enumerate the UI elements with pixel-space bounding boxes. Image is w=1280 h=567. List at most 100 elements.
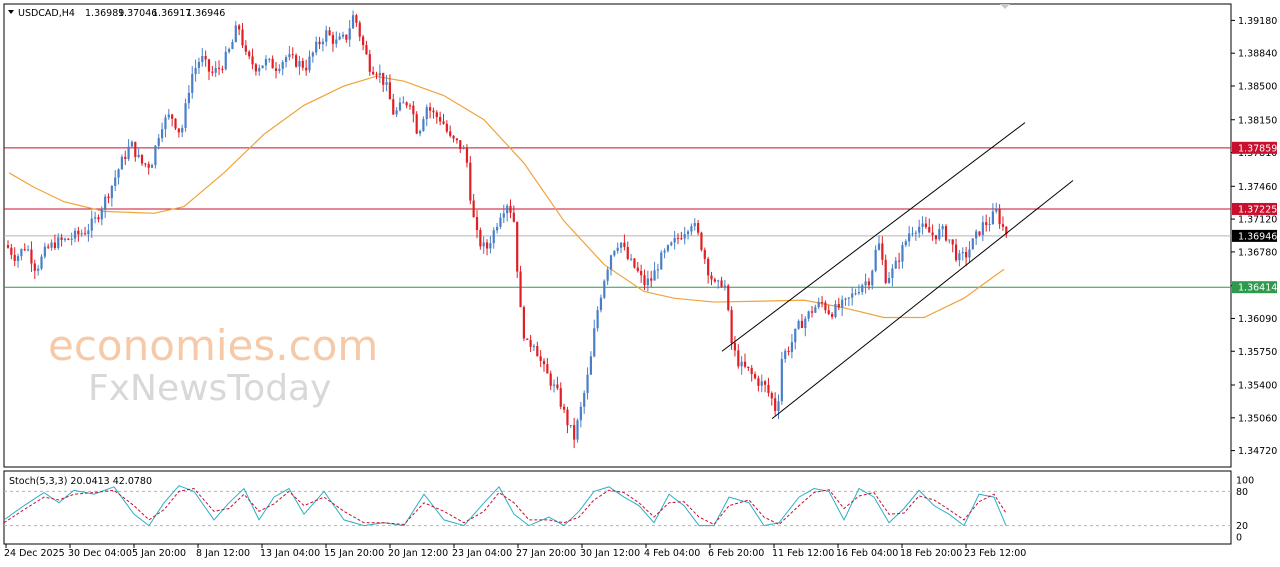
scroll-marker-icon: [1000, 4, 1010, 9]
bearish-candle-body: [774, 398, 777, 411]
bullish-candle-body: [90, 218, 93, 231]
bullish-candle-body: [988, 224, 991, 226]
bullish-candle-body: [583, 392, 586, 407]
bearish-candle-body: [720, 280, 723, 287]
open-value: 1.36989: [85, 8, 124, 19]
bullish-candle-body: [911, 233, 914, 235]
bearish-candle-body: [241, 29, 244, 46]
bearish-candle-body: [177, 128, 180, 133]
bearish-candle-body: [700, 232, 703, 250]
bearish-candle-body: [382, 72, 385, 85]
bullish-candle-body: [995, 209, 998, 212]
bearish-candle-body: [53, 242, 56, 248]
price-plot-area: [4, 4, 1231, 449]
level-tag-current_price: [1232, 229, 1277, 242]
bullish-candle-body: [261, 65, 264, 69]
moving-average-line: [8, 75, 1005, 319]
dropdown-arrow-icon[interactable]: [8, 10, 14, 14]
bearish-candle-body: [147, 164, 150, 168]
time-tick-label: 30 Jan 12:00: [580, 548, 640, 559]
bearish-candle-body: [985, 222, 988, 226]
bearish-candle-body: [368, 54, 371, 72]
bullish-candle-body: [914, 232, 917, 234]
bearish-candle-body: [83, 233, 87, 235]
bullish-candle-body: [422, 119, 425, 131]
bearish-candle-body: [730, 309, 733, 343]
price-tick-label: 1.35400: [1238, 381, 1277, 392]
bearish-candle-body: [529, 339, 532, 347]
bearish-candle-body: [512, 212, 515, 222]
bullish-candle-body: [228, 49, 231, 52]
bearish-candle-body: [372, 71, 375, 75]
bearish-candle-body: [928, 227, 931, 233]
bullish-candle-body: [506, 205, 509, 214]
bullish-candle-body: [284, 57, 288, 63]
bearish-candle-body: [559, 388, 562, 407]
bullish-candle-body: [666, 245, 670, 251]
bullish-candle-body: [338, 36, 341, 40]
bullish-candle-body: [921, 223, 924, 227]
bearish-candle-body: [573, 425, 576, 440]
bearish-candle-body: [238, 25, 241, 30]
bearish-candle-body: [362, 36, 365, 46]
bullish-candle-body: [804, 318, 807, 328]
bullish-candle-body: [847, 297, 850, 299]
bullish-candle-body: [351, 15, 355, 29]
bullish-candle-body: [646, 278, 649, 286]
stochastic-main-line: [3, 485, 1007, 527]
bearish-candle-body: [707, 258, 710, 276]
high-value: 1.37046: [118, 8, 157, 19]
bearish-candle-body: [445, 123, 448, 132]
bearish-candle-body: [331, 35, 335, 44]
bullish-candle-body: [874, 249, 877, 271]
bearish-candle-body: [787, 350, 790, 352]
bearish-candle-body: [542, 360, 546, 365]
bearish-candle-body: [408, 105, 412, 107]
bullish-candle-body: [325, 30, 328, 42]
bullish-candle-body: [653, 270, 656, 281]
bullish-candle-body: [385, 82, 388, 85]
bearish-candle-body: [944, 226, 948, 241]
bullish-candle-body: [278, 68, 281, 72]
bullish-candle-body: [100, 209, 103, 220]
bearish-candle-body: [455, 138, 458, 141]
bullish-candle-body: [502, 213, 505, 218]
price-tick-label: 1.35750: [1238, 347, 1277, 358]
bullish-candle-body: [341, 34, 345, 37]
bearish-candle-body: [465, 148, 469, 163]
bearish-candle-body: [954, 244, 958, 261]
price-tick-label: 1.34720: [1238, 446, 1277, 457]
bullish-candle-body: [489, 243, 492, 249]
bullish-candle-body: [593, 328, 596, 357]
bullish-candle-body: [938, 229, 941, 240]
price-tick-label: 1.37120: [1238, 215, 1277, 226]
bearish-candle-body: [217, 67, 221, 69]
price-tick-label: 1.37460: [1238, 182, 1277, 193]
bearish-candle-body: [274, 68, 278, 72]
bearish-candle-body: [800, 320, 804, 328]
time-tick-label: 13 Jan 04:00: [260, 548, 320, 559]
bearish-candle-body: [248, 51, 251, 57]
bearish-candle-body: [965, 252, 968, 258]
bullish-candle-body: [335, 39, 338, 44]
bullish-candle-body: [971, 238, 974, 250]
symbol-label: USDCAD,H4: [18, 8, 75, 19]
bullish-candle-body: [191, 73, 194, 93]
bullish-candle-body: [281, 62, 284, 69]
bearish-candle-body: [549, 373, 552, 386]
bullish-candle-body: [901, 245, 904, 262]
bearish-candle-body: [757, 378, 760, 386]
bearish-candle-body: [475, 217, 479, 231]
bullish-candle-body: [499, 217, 502, 227]
bearish-candle-body: [640, 270, 643, 276]
bullish-candle-body: [961, 252, 964, 254]
bullish-candle-body: [841, 299, 844, 308]
bearish-candle-body: [415, 114, 418, 134]
bullish-candle-body: [613, 250, 616, 256]
bearish-candle-body: [439, 117, 442, 122]
bearish-candle-body: [881, 243, 884, 260]
bullish-candle-body: [861, 285, 864, 293]
time-tick-label: 5 Jan 20:00: [132, 548, 186, 559]
bullish-candle-body: [130, 141, 134, 147]
bearish-candle-body: [221, 68, 224, 70]
